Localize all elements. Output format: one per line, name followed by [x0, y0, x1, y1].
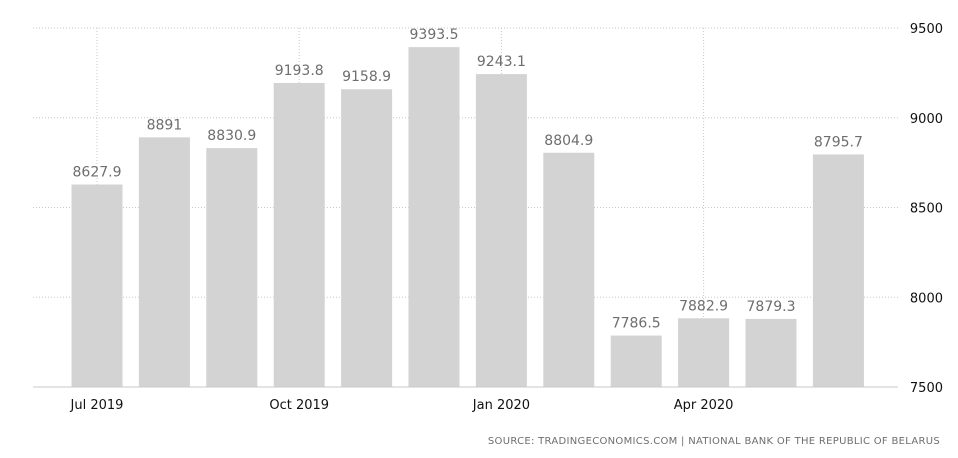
- x-tick-label: Oct 2019: [269, 398, 329, 413]
- bar: [745, 318, 797, 387]
- bar: [812, 154, 864, 387]
- y-tick-label: 8000: [910, 291, 943, 306]
- bar: [341, 89, 393, 387]
- bar-value-label: 8804.9: [544, 133, 593, 149]
- bar: [71, 184, 123, 387]
- bar-value-label: 9193.8: [275, 63, 324, 79]
- y-tick-label: 8500: [910, 202, 943, 217]
- bar-value-label: 8830.9: [207, 128, 256, 144]
- source-note: SOURCE: TRADINGECONOMICS.COM | NATIONAL …: [487, 436, 940, 447]
- bar: [610, 335, 662, 387]
- y-tick-label: 9000: [910, 112, 943, 127]
- y-tick-label: 7500: [910, 381, 943, 396]
- bar: [273, 82, 325, 388]
- bar-value-label: 7786.5: [612, 316, 661, 332]
- bar: [138, 137, 190, 387]
- bar: [543, 152, 595, 387]
- x-tick-label: Jan 2020: [472, 398, 530, 413]
- y-tick-label: 9500: [910, 22, 943, 37]
- bar: [206, 148, 258, 387]
- bar-value-label: 8891: [147, 117, 183, 133]
- bar-value-label: 9243.1: [477, 54, 526, 70]
- bar: [475, 74, 527, 387]
- bar-value-label: 9393.5: [410, 27, 459, 43]
- x-tick-label: Jul 2019: [70, 398, 124, 413]
- bar-value-label: 8795.7: [814, 134, 863, 150]
- bar-value-label: 9158.9: [342, 69, 391, 85]
- bar: [678, 318, 730, 387]
- bar-value-label: 7879.3: [747, 299, 796, 315]
- bar: [408, 47, 460, 387]
- x-tick-label: Apr 2020: [674, 398, 734, 413]
- bar-value-label: 8627.9: [73, 165, 122, 181]
- bar-value-label: 7882.9: [679, 298, 728, 314]
